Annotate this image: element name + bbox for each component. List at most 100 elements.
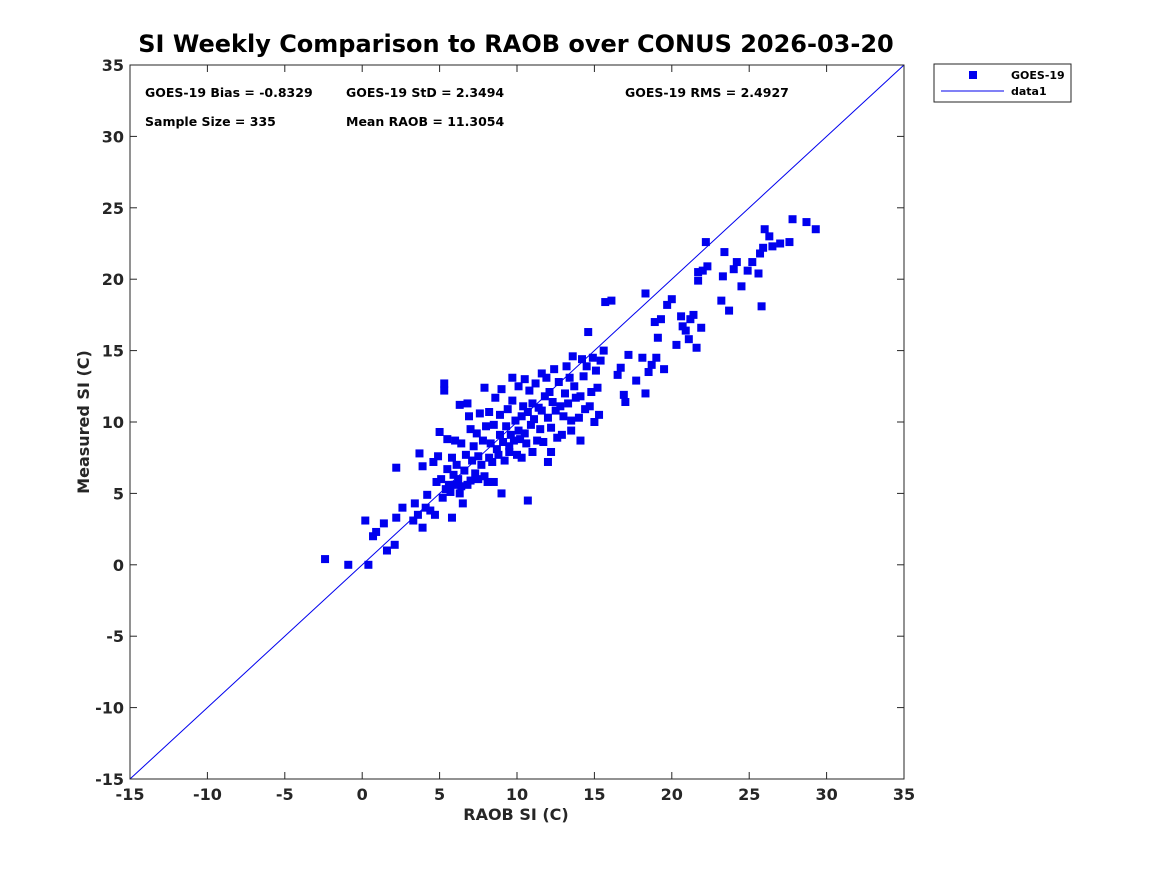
scatter-point (432, 477, 441, 486)
scatter-point (551, 406, 560, 415)
scatter-point (523, 408, 532, 417)
stat-std: GOES-19 StD = 2.3494 (346, 85, 504, 100)
x-tick-label: 5 (434, 785, 445, 804)
scatter-point (379, 519, 388, 528)
scatter-point (607, 296, 616, 305)
scatter-point (560, 389, 569, 398)
scatter-point (539, 437, 548, 446)
scatter-point (509, 436, 518, 445)
x-tick-label: 35 (893, 785, 915, 804)
y-tick-label: -5 (106, 627, 124, 646)
scatter-point (718, 272, 727, 281)
scatter-point (369, 532, 378, 541)
scatter-point (413, 510, 422, 519)
scatter-point (585, 402, 594, 411)
scatter-point (447, 513, 456, 522)
scatter-point (533, 436, 542, 445)
scatter-point (451, 480, 460, 489)
chart-title: SI Weekly Comparison to RAOB over CONUS … (138, 30, 893, 58)
x-tick-label: -15 (116, 785, 145, 804)
scatter-point (516, 435, 525, 444)
scatter-point (409, 516, 418, 525)
scatter-point (811, 225, 820, 234)
scatter-point (647, 360, 656, 369)
scatter-point (526, 420, 535, 429)
scatter-point (537, 369, 546, 378)
scatter-point (415, 449, 424, 458)
scatter-point (429, 457, 438, 466)
scatter-point (528, 447, 537, 456)
scatter-point (478, 436, 487, 445)
scatter-point (540, 392, 549, 401)
scatter-point (743, 266, 752, 275)
scatter-point (506, 430, 515, 439)
y-axis-label: Measured SI (C) (74, 350, 93, 494)
scatter-point (434, 452, 443, 461)
scatter-point (477, 460, 486, 469)
scatter-point (686, 315, 695, 324)
scatter-point (641, 389, 650, 398)
scatter-point (729, 265, 738, 274)
stat-sample-size: Sample Size = 335 (145, 114, 276, 129)
scatter-point (525, 386, 534, 395)
y-tick-label: -10 (95, 699, 124, 718)
scatter-point (449, 470, 458, 479)
scatter-point (652, 353, 661, 362)
scatter-point (667, 295, 676, 304)
scatter-point (465, 412, 474, 421)
scatter-point (567, 416, 576, 425)
y-tick-label: 35 (102, 56, 124, 75)
scatter-point (519, 402, 528, 411)
scatter-point (482, 422, 491, 431)
scatter-point (556, 402, 565, 411)
scatter-point (361, 516, 370, 525)
scatter-point (531, 379, 540, 388)
scatter-point (457, 439, 466, 448)
x-tick-label: 0 (357, 785, 368, 804)
scatter-point (557, 430, 566, 439)
scatter-point (768, 242, 777, 251)
x-tick-label: 15 (583, 785, 605, 804)
scatter-point (701, 238, 710, 247)
legend-marker-goes19 (969, 71, 977, 79)
y-tick-label: -15 (95, 770, 124, 789)
scatter-point (754, 269, 763, 278)
scatter-point (494, 450, 503, 459)
scatter-point (497, 489, 506, 498)
scatter-point (463, 399, 472, 408)
scatter-point (480, 383, 489, 392)
scatter-point (694, 268, 703, 277)
scatter-point (717, 296, 726, 305)
scatter-point (418, 523, 427, 532)
x-tick-label: -10 (193, 785, 222, 804)
scatter-point (650, 318, 659, 327)
scatter-point (447, 453, 456, 462)
scatter-point (559, 412, 568, 421)
scatter-point (590, 418, 599, 426)
scatter-point (545, 388, 554, 397)
scatter-point (522, 439, 531, 448)
scatter-point (485, 453, 494, 462)
scatter-point (656, 315, 665, 324)
scatter-point (720, 248, 729, 257)
scatter-point (514, 426, 523, 435)
scatter-point (547, 447, 556, 456)
scatter-point (624, 350, 633, 359)
scatter-point (440, 379, 449, 388)
scatter-point (500, 456, 509, 465)
x-tick-label: 30 (815, 785, 837, 804)
scatter-point (684, 335, 693, 344)
scatter-point (547, 423, 556, 432)
scatter-point (578, 355, 587, 364)
scatter-point (460, 466, 469, 475)
scatter-point (748, 258, 757, 267)
scatter-point (451, 436, 460, 445)
scatter-point (677, 312, 686, 321)
scatter-point (508, 396, 517, 405)
scatter-point (678, 322, 687, 331)
y-tick-label: 30 (102, 127, 124, 146)
scatter-point (463, 480, 472, 489)
scatter-point (587, 388, 596, 397)
scatter-point (570, 382, 579, 391)
